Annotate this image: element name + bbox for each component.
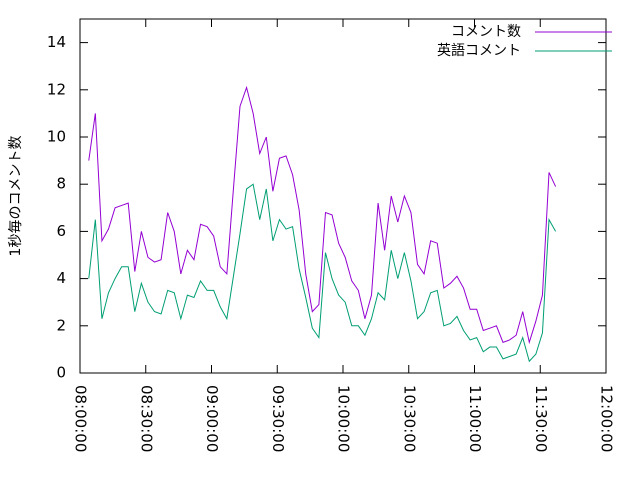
y-tick-label: 14 (47, 33, 66, 51)
x-tick-label: 11:00:00 (466, 385, 484, 452)
x-tick-label: 10:00:00 (335, 385, 353, 452)
y-tick-label: 2 (56, 316, 66, 334)
line-series (88, 183, 557, 363)
x-tick-label: 11:30:00 (532, 385, 550, 452)
legend-label: コメント数 (451, 24, 521, 40)
y-axis-label: 1秒毎のコメント数 (8, 136, 24, 257)
y-tick-label: 6 (56, 222, 66, 240)
y-tick-label: 10 (47, 128, 66, 146)
x-tick-label: 09:30:00 (269, 385, 287, 452)
y-tick-label: 8 (56, 175, 66, 193)
x-tick-label: 10:30:00 (400, 385, 418, 452)
x-tick-label: 12:00:00 (598, 385, 616, 452)
y-tick-label: 12 (47, 80, 66, 98)
x-tick-label: 08:30:00 (137, 385, 155, 452)
legend-label: 英語コメント (437, 42, 521, 59)
x-tick-label: 09:00:00 (203, 385, 221, 452)
y-tick-label: 4 (56, 269, 66, 287)
y-tick-label: 0 (56, 364, 66, 382)
plot-border (79, 18, 607, 374)
line-series (88, 85, 557, 345)
x-tick-label: 08:00:00 (72, 385, 90, 452)
